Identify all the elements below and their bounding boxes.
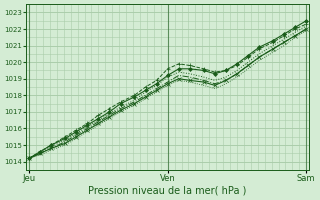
- X-axis label: Pression niveau de la mer( hPa ): Pression niveau de la mer( hPa ): [89, 186, 247, 196]
